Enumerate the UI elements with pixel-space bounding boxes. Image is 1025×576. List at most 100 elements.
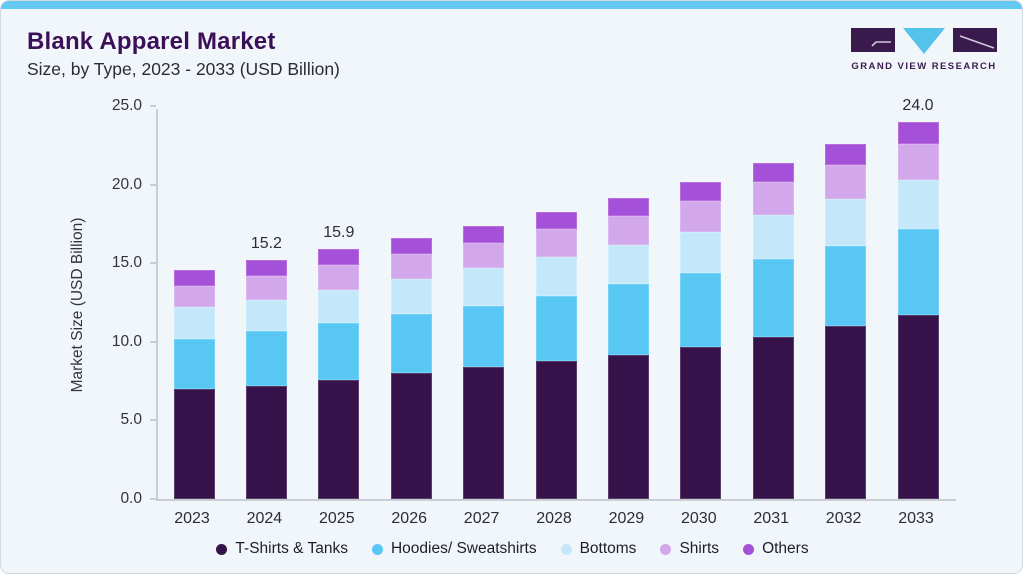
bar-segment-others [752,163,794,182]
legend-item-hoodies-sweatshirts: Hoodies/ Sweatshirts [371,540,537,558]
bar-segment-hoodies-sweatshirts [463,305,505,368]
bar-2029 [607,197,649,499]
x-tick-label-2030: 2030 [681,510,717,527]
legend-item-shirts: Shirts [660,540,719,558]
bar-segment-shirts [680,200,722,233]
gvr-logo-text: GRAND VIEW RESEARCH [851,61,997,72]
legend-label: Shirts [679,540,720,557]
y-axis-tick [150,183,156,186]
bar-segment-t-shirts-tanks [390,373,432,499]
bar-2027 [463,225,505,499]
bar-segment-shirts [173,285,215,308]
bar-segment-shirts [897,144,939,181]
y-tick-label: 10.0 [111,332,142,350]
bar-segment-t-shirts-tanks [825,326,867,499]
x-tick-label-2025: 2025 [319,510,355,527]
bar-segment-hoodies-sweatshirts [318,323,360,380]
page-subtitle: Size, by Type, 2023 - 2033 (USD Billion) [27,59,340,79]
y-axis-tick [150,497,156,500]
x-tick-label-2023: 2023 [174,510,210,527]
y-tick-label: 5.0 [120,411,142,428]
bar-segment-bottoms [390,279,432,314]
bar-segment-others [535,211,577,229]
bar-segment-shirts [245,276,287,300]
bar-2033 [897,122,939,499]
bar-segment-shirts [318,265,360,291]
x-tick-label-2033: 2033 [898,510,934,527]
x-tick-label-2031: 2031 [753,510,789,527]
gvr-logo-r-icon [953,28,997,52]
bar-2031 [752,163,794,499]
y-axis-tick [150,419,156,421]
bar-segment-hoodies-sweatshirts [245,331,287,386]
bar-segment-others [245,260,287,277]
y-axis-tick [150,340,156,343]
bar-value-label-2025: 15.9 [323,224,355,242]
bar-2026 [390,238,432,499]
bar-segment-t-shirts-tanks [752,337,794,499]
bar-2032 [825,144,867,499]
bar-segment-bottoms [680,232,722,273]
bar-2023 [173,269,215,499]
bar-segment-t-shirts-tanks [535,360,577,499]
x-tick-label-2026: 2026 [391,510,427,527]
bar-value-label-2033: 24.0 [902,97,934,115]
bar-segment-hoodies-sweatshirts [607,283,649,355]
bar-segment-t-shirts-tanks [318,379,360,499]
bar-segment-shirts [535,228,577,258]
y-axis-tick [150,262,156,264]
bar-segment-bottoms [897,180,939,229]
bar-segment-others [680,181,722,201]
bar-segment-t-shirts-tanks [245,385,287,499]
y-axis-tick [150,105,156,107]
legend-dot-icon [216,543,228,555]
bar-segment-shirts [390,254,432,280]
gvr-logo-v-icon [903,28,945,54]
bar-segment-hoodies-sweatshirts [825,246,867,327]
y-tick-label: 15.0 [111,254,142,271]
legend-label: Bottoms [579,540,637,557]
bar-segment-hoodies-sweatshirts [390,313,432,374]
x-tick-label-2028: 2028 [536,510,572,527]
bar-2024 [245,260,287,499]
gvr-logo-g-icon [851,28,895,52]
bar-segment-shirts [752,181,794,215]
top-accent-strip [1,1,1022,9]
bar-segment-others [897,122,939,145]
page-title: Blank Apparel Market [27,28,276,55]
bar-segment-others [463,225,505,244]
x-axis: 2023 2024 2025 2026 2027 2028 2029 2030 2031 2032… [156,510,956,530]
plot-area: 0.0 5.0 10.0 15.0 20.0 25.0 15.2 15.9 24.0 [112,97,956,507]
bar-segment-bottoms [825,199,867,247]
bar-2028 [535,211,577,499]
x-tick-label-2024: 2024 [246,510,283,527]
bar-segment-hoodies-sweatshirts [752,258,794,338]
legend-dot-icon [743,543,755,555]
bar-segment-t-shirts-tanks [897,315,939,499]
legend-label: Others [762,540,809,557]
bar-segment-others [318,249,360,266]
bar-segment-hoodies-sweatshirts [680,272,722,347]
bar-segment-others [825,144,867,165]
x-tick-label-2029: 2029 [608,510,645,527]
legend-dot-icon [371,543,383,555]
y-tick-label: 25.0 [111,97,142,114]
legend-label: T-Shirts & Tanks [235,540,348,557]
y-tick-label: 0.0 [120,489,142,507]
bar-segment-hoodies-sweatshirts [173,338,215,390]
x-tick-label-2032: 2032 [825,510,862,527]
bar-segment-shirts [825,164,867,200]
bar-segment-bottoms [752,214,794,259]
bar-segment-bottoms [245,299,287,332]
bar-segment-others [607,197,649,217]
bar-segment-t-shirts-tanks [680,346,722,499]
chart-legend: T-Shirts & Tanks Hoodies/ Sweatshirts Bott… [1,540,1022,558]
bar-2025 [318,249,360,499]
bar-segment-hoodies-sweatshirts [535,296,577,361]
bar-segment-shirts [463,243,505,269]
bar-segment-others [390,238,432,255]
bar-segment-bottoms [535,257,577,297]
bar-segment-hoodies-sweatshirts [897,228,939,316]
gvr-logo-mark [851,28,997,54]
